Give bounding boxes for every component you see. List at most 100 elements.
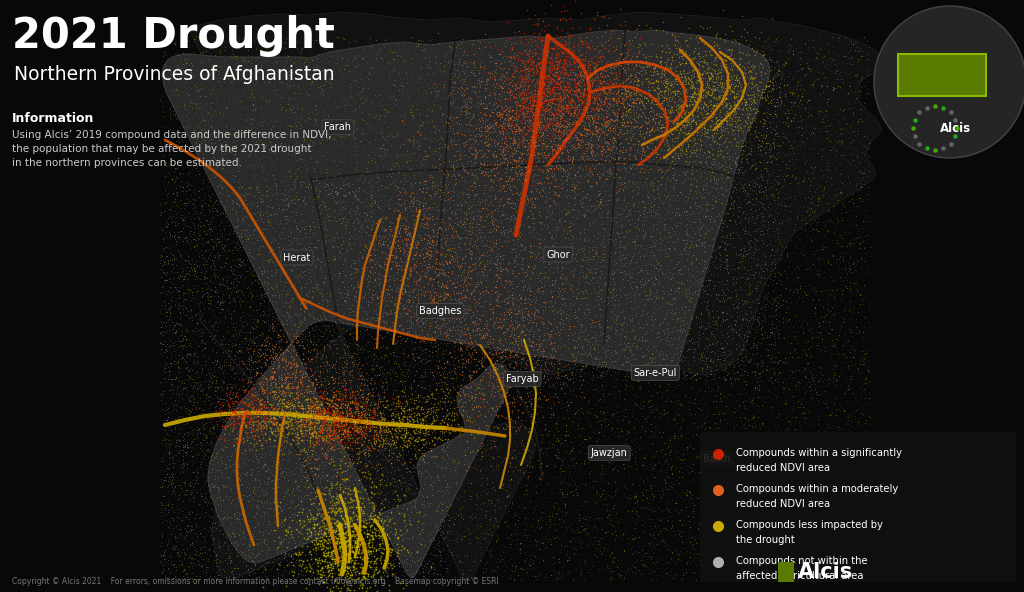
Point [565, 271, 582, 280]
Point [677, 327, 693, 336]
Point [162, 204, 178, 214]
Point [551, 355, 567, 364]
Point [624, 192, 640, 201]
Point [246, 426, 262, 435]
Point [731, 325, 748, 334]
Point [527, 409, 544, 419]
Point [298, 406, 314, 416]
Point [647, 403, 664, 413]
Point [546, 276, 562, 285]
Point [626, 133, 642, 143]
Point [534, 286, 550, 295]
Point [283, 317, 299, 326]
Point [485, 436, 502, 446]
Point [572, 88, 589, 98]
Point [480, 339, 497, 349]
Point [278, 195, 294, 204]
Point [185, 125, 202, 134]
Point [697, 173, 714, 183]
Point [458, 83, 474, 92]
Point [417, 203, 433, 213]
Point [283, 250, 299, 260]
Point [234, 192, 251, 201]
Point [500, 323, 516, 332]
Point [466, 292, 482, 301]
Point [466, 294, 482, 304]
Point [411, 141, 427, 150]
Point [588, 330, 604, 339]
Point [646, 303, 663, 313]
Point [267, 306, 284, 316]
Point [276, 491, 293, 500]
Point [169, 126, 185, 135]
Point [532, 502, 549, 511]
Point [403, 449, 420, 458]
Point [852, 60, 868, 70]
Point [263, 361, 280, 370]
Point [734, 141, 751, 151]
Point [724, 105, 740, 115]
Point [227, 403, 244, 412]
Point [663, 146, 679, 156]
Point [392, 295, 409, 305]
Point [343, 492, 359, 501]
Point [588, 179, 604, 188]
Point [219, 215, 236, 224]
Point [527, 129, 544, 139]
Point [514, 518, 530, 527]
Point [497, 413, 513, 422]
Point [548, 160, 564, 170]
Point [544, 85, 560, 95]
Point [653, 361, 670, 371]
Point [689, 53, 706, 63]
Point [825, 504, 842, 514]
Point [583, 53, 599, 63]
Point [775, 357, 792, 366]
Point [286, 557, 302, 567]
Point [391, 40, 408, 49]
Point [549, 392, 565, 402]
Point [374, 110, 390, 120]
Point [370, 430, 386, 439]
Point [249, 455, 265, 465]
Point [735, 85, 752, 94]
Point [552, 546, 568, 555]
Point [393, 111, 410, 120]
Point [444, 64, 461, 73]
Point [489, 101, 506, 111]
Point [319, 560, 336, 570]
Point [555, 103, 571, 112]
Point [703, 306, 720, 316]
Point [445, 186, 462, 195]
Point [298, 409, 314, 419]
Point [636, 453, 652, 462]
Point [755, 365, 771, 374]
Point [204, 59, 220, 69]
Point [689, 423, 706, 433]
Point [291, 438, 307, 448]
Point [415, 183, 431, 192]
Point [236, 435, 252, 444]
Point [539, 450, 555, 459]
Point [654, 123, 671, 132]
Point [265, 327, 282, 336]
Point [632, 241, 648, 250]
Point [716, 35, 732, 44]
Point [346, 495, 362, 504]
Point [650, 83, 667, 93]
Point [432, 291, 449, 301]
Point [681, 105, 697, 114]
Point [671, 211, 687, 220]
Point [578, 315, 594, 324]
Point [378, 259, 394, 268]
Point [519, 269, 536, 279]
Point [560, 242, 577, 252]
Point [710, 50, 726, 60]
Point [647, 323, 664, 333]
Point [347, 185, 364, 194]
Point [620, 289, 636, 299]
Point [178, 78, 195, 87]
Point [608, 70, 625, 80]
Point [260, 545, 276, 555]
Point [223, 413, 240, 422]
